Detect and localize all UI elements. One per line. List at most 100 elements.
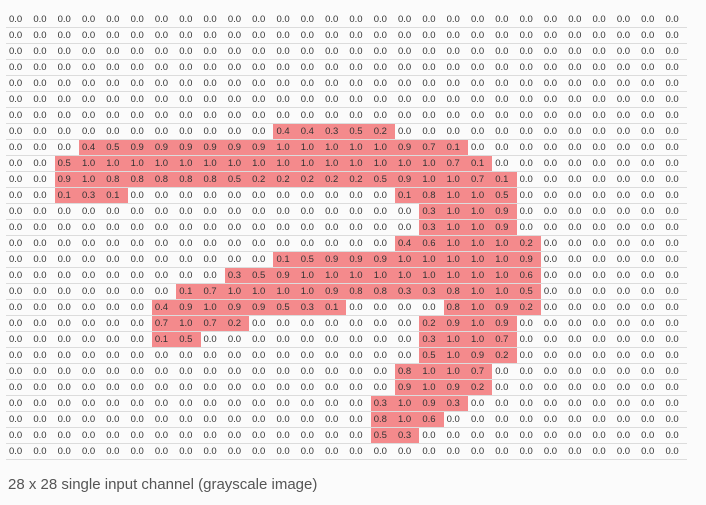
pixel-cell: 0.0: [273, 75, 298, 92]
pixel-cell: 0.0: [589, 139, 614, 156]
pixel-cell: 0.0: [662, 27, 687, 44]
pixel-cell: 0.9: [395, 139, 420, 156]
pixel-cell: 0.9: [249, 299, 274, 316]
pixel-cell: 0.0: [54, 299, 79, 316]
pixel-cell: 0.0: [30, 123, 55, 140]
pixel-cell: 0.5: [224, 171, 250, 188]
pixel-cell: 1.0: [273, 155, 298, 172]
pixel-cell: 1.0: [346, 139, 371, 156]
pixel-cell: 0.0: [30, 347, 55, 364]
pixel-cell: 1.0: [273, 139, 298, 156]
pixel-cell: 0.0: [6, 203, 31, 220]
pixel-cell: 0.0: [54, 411, 79, 428]
pixel-cell: 0.0: [224, 347, 250, 364]
pixel-cell: 0.0: [565, 427, 590, 444]
pixel-cell: 0.0: [297, 411, 323, 428]
grid-row: 0.0 0.0 0.0 0.0 0.0 0.0 0.0 0.0 0.0 0.3 0.5 0.9 1.0 1…: [6, 267, 687, 284]
pixel-cell: 0.0: [395, 43, 420, 60]
pixel-cell: 0.0: [249, 347, 274, 364]
pixel-cell: 0.6: [419, 235, 444, 252]
pixel-cell: 0.0: [151, 75, 177, 92]
pixel-cell: 0.0: [638, 235, 663, 252]
pixel-cell: 0.9: [443, 315, 468, 332]
pixel-cell: 1.0: [395, 395, 420, 412]
pixel-cell: 0.0: [565, 443, 590, 460]
pixel-cell: 0.0: [613, 283, 639, 300]
pixel-cell: 0.0: [322, 235, 347, 252]
pixel-cell: 0.0: [589, 443, 614, 460]
pixel-cell: 0.0: [297, 347, 323, 364]
pixel-cell: 0.0: [127, 283, 152, 300]
pixel-cell: 0.0: [224, 27, 250, 44]
pixel-cell: 0.0: [540, 123, 566, 140]
pixel-cell: 0.0: [662, 315, 687, 332]
pixel-cell: 0.0: [638, 251, 663, 268]
pixel-cell: 1.0: [249, 283, 274, 300]
pixel-cell: 0.2: [297, 171, 323, 188]
pixel-cell: 0.0: [6, 27, 31, 44]
pixel-cell: 0.0: [613, 251, 639, 268]
pixel-cell: 1.0: [78, 155, 104, 172]
pixel-cell: 0.0: [297, 443, 323, 460]
pixel-cell: 1.0: [200, 155, 225, 172]
pixel-cell: 0.5: [297, 251, 323, 268]
pixel-cell: 0.0: [419, 427, 444, 444]
pixel-cell: 0.3: [395, 427, 420, 444]
pixel-cell: 0.0: [176, 235, 201, 252]
pixel-cell: 0.0: [200, 219, 225, 236]
pixel-cell: 0.0: [370, 12, 395, 28]
pixel-cell: 0.0: [30, 283, 55, 300]
pixel-cell: 0.0: [78, 347, 104, 364]
pixel-cell: 0.0: [151, 91, 177, 108]
pixel-cell: 0.0: [127, 91, 152, 108]
pixel-cell: 0.0: [613, 123, 639, 140]
pixel-cell: 0.0: [613, 107, 639, 124]
pixel-cell: 0.0: [297, 363, 323, 380]
pixel-cell: 0.0: [589, 75, 614, 92]
pixel-cell: 0.0: [589, 347, 614, 364]
pixel-cell: 0.0: [151, 427, 177, 444]
pixel-cell: 0.0: [297, 12, 323, 28]
pixel-cell: 0.0: [176, 107, 201, 124]
pixel-cell: 0.0: [370, 347, 395, 364]
pixel-cell: 0.7: [443, 155, 468, 172]
figure-caption: 28 x 28 single input channel (grayscale …: [8, 476, 318, 493]
pixel-cell: 0.0: [613, 267, 639, 284]
pixel-cell: 0.0: [273, 43, 298, 60]
pixel-cell: 0.0: [78, 443, 104, 460]
pixel-cell: 0.0: [516, 43, 541, 60]
pixel-cell: 0.0: [224, 331, 250, 348]
pixel-cell: 0.0: [78, 203, 104, 220]
pixel-cell: 0.9: [467, 347, 493, 364]
pixel-cell: 0.0: [127, 427, 152, 444]
pixel-cell: 0.0: [540, 235, 566, 252]
pixel-cell: 1.0: [467, 299, 493, 316]
pixel-cell: 0.0: [297, 379, 323, 396]
pixel-cell: 0.0: [613, 171, 639, 188]
pixel-cell: 0.0: [613, 139, 639, 156]
pixel-cell: 0.0: [322, 12, 347, 28]
pixel-cell: 0.1: [176, 283, 201, 300]
pixel-cell: 0.0: [151, 43, 177, 60]
pixel-cell: 0.0: [565, 267, 590, 284]
pixel-cell: 0.0: [127, 363, 152, 380]
pixel-cell: 0.0: [151, 107, 177, 124]
pixel-cell: 0.0: [589, 123, 614, 140]
pixel-cell: 0.0: [322, 59, 347, 76]
pixel-cell: 0.0: [151, 203, 177, 220]
pixel-cell: 0.0: [419, 123, 444, 140]
pixel-cell: 0.0: [346, 12, 371, 28]
pixel-cell: 0.0: [151, 443, 177, 460]
pixel-cell: 0.0: [103, 59, 128, 76]
pixel-cell: 0.0: [127, 203, 152, 220]
pixel-cell: 0.0: [54, 379, 79, 396]
pixel-cell: 0.0: [613, 12, 639, 28]
pixel-cell: 0.0: [589, 283, 614, 300]
pixel-cell: 0.0: [127, 411, 152, 428]
pixel-cell: 0.0: [467, 427, 493, 444]
pixel-cell: 0.0: [30, 219, 55, 236]
pixel-cell: 0.0: [565, 75, 590, 92]
pixel-cell: 0.0: [565, 59, 590, 76]
pixel-cell: 0.0: [565, 347, 590, 364]
pixel-cell: 0.9: [322, 251, 347, 268]
